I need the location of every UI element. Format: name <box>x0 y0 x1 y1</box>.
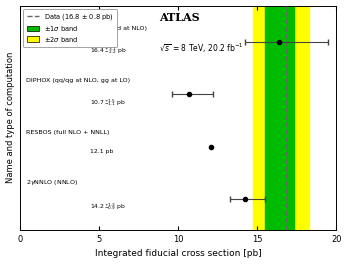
Text: 12.1 pb: 12.1 pb <box>90 149 113 154</box>
Legend: Data (16.8 $\pm$ 0.8 pb), $\pm 1\sigma$ band, $\pm 2\sigma$ band: Data (16.8 $\pm$ 0.8 pb), $\pm 1\sigma$ … <box>24 9 117 47</box>
X-axis label: Integrated fiducial cross section [pb]: Integrated fiducial cross section [pb] <box>95 249 262 258</box>
Text: Sherpa 2.2.1 (ME+PS merged at NLO): Sherpa 2.2.1 (ME+PS merged at NLO) <box>26 26 147 31</box>
Bar <box>253 6 309 230</box>
Text: DIPHOX (qq/qg at NLO, gg at LO): DIPHOX (qq/qg at NLO, gg at LO) <box>26 78 130 83</box>
Text: ATLAS: ATLAS <box>159 12 200 23</box>
Y-axis label: Name and type of computation: Name and type of computation <box>6 52 15 183</box>
Text: $\sqrt{s}$ = 8 TeV, 20.2 fb$^{-1}$: $\sqrt{s}$ = 8 TeV, 20.2 fb$^{-1}$ <box>159 41 244 55</box>
Text: $10.7\,^{+1.5}_{-1.1}$ pb: $10.7\,^{+1.5}_{-1.1}$ pb <box>90 97 126 108</box>
Text: $2\gamma$NNLO (NNLO): $2\gamma$NNLO (NNLO) <box>26 178 79 187</box>
Text: $14.2\,^{+1.3}_{-0.9}$ pb: $14.2\,^{+1.3}_{-0.9}$ pb <box>90 201 126 212</box>
Bar <box>265 6 294 230</box>
Text: $16.4\,^{+3.1}_{-2.2}$ pb: $16.4\,^{+3.1}_{-2.2}$ pb <box>90 45 126 55</box>
Text: RESBOS (full NLO + NNLL): RESBOS (full NLO + NNLL) <box>26 130 110 135</box>
